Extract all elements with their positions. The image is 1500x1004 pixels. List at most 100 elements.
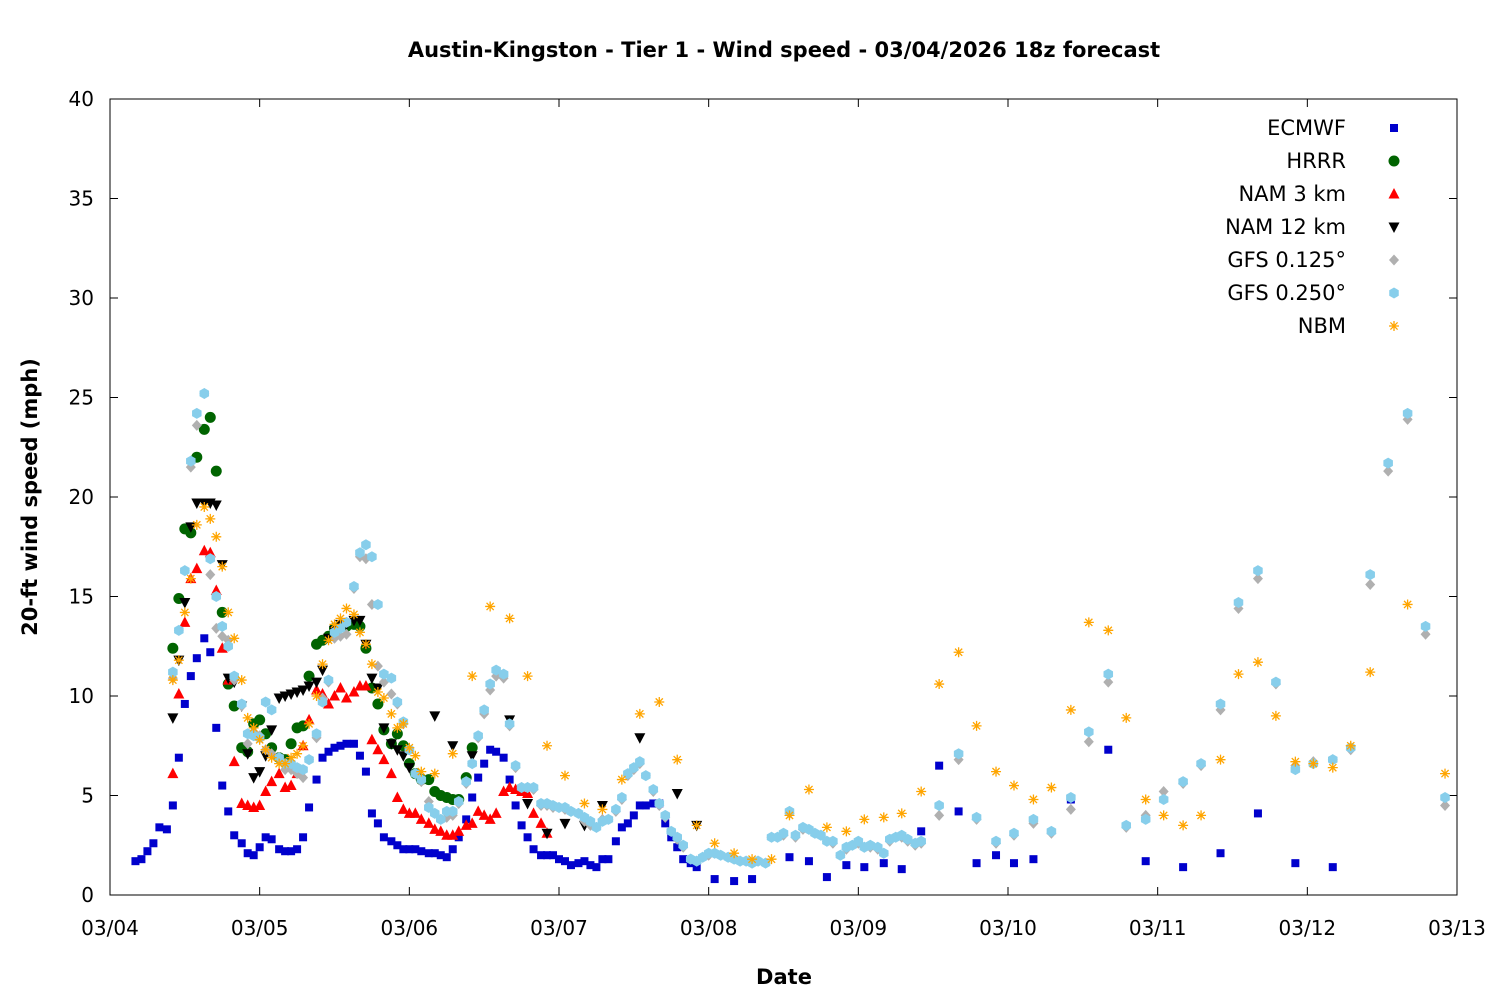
data-point: [131, 857, 140, 866]
data-point: [216, 642, 228, 653]
data-point: [453, 825, 465, 836]
data-point: [1065, 704, 1076, 715]
data-point: [560, 857, 569, 866]
data-point: [1104, 745, 1113, 754]
data-point: [1140, 813, 1151, 825]
data-point: [661, 819, 670, 828]
y-tick-label: 20: [69, 485, 94, 509]
data-point: [1046, 825, 1057, 837]
data-point: [378, 676, 389, 688]
x-tick-label: 03/05: [231, 916, 289, 940]
data-point: [304, 718, 315, 729]
data-point: [243, 849, 252, 858]
data-point: [285, 689, 297, 701]
data-point: [224, 807, 233, 816]
data-point: [280, 758, 291, 769]
data-point: [200, 634, 209, 643]
data-point: [255, 843, 264, 852]
data-point: [580, 857, 589, 866]
data-point: [1270, 710, 1281, 721]
data-point: [447, 741, 459, 752]
data-point: [447, 805, 458, 817]
data-point: [541, 828, 553, 840]
data-point: [223, 640, 233, 652]
data-point: [311, 691, 322, 701]
data-point: [954, 807, 963, 816]
data-point: [992, 851, 1001, 860]
data-point: [229, 670, 239, 682]
data-point: [179, 597, 191, 609]
data-point: [361, 539, 371, 551]
data-point: [934, 799, 944, 811]
series-2: [167, 544, 553, 840]
data-point: [192, 654, 201, 663]
data-point: [424, 849, 433, 858]
data-point: [210, 465, 222, 477]
chart-title: Austin-Kingston - Tier 1 - Wind speed - …: [408, 38, 1160, 62]
data-point: [429, 768, 440, 779]
data-point: [411, 845, 420, 854]
data-point: [185, 573, 196, 584]
data-point: [672, 754, 683, 765]
data-point: [447, 748, 458, 759]
data-point: [535, 817, 547, 828]
data-point: [236, 675, 247, 686]
data-point: [212, 723, 221, 732]
data-point: [297, 685, 309, 697]
data-point: [391, 745, 403, 756]
data-point: [303, 681, 315, 693]
data-point: [386, 708, 397, 719]
data-point: [1216, 849, 1225, 858]
data-point: [1103, 625, 1114, 636]
data-point: [447, 829, 459, 840]
data-point: [386, 688, 397, 700]
data-point: [504, 718, 515, 730]
y-tick-label: 40: [69, 87, 94, 111]
data-point: [206, 648, 215, 657]
y-tick-label: 35: [69, 187, 94, 211]
data-point: [211, 531, 222, 542]
data-point: [317, 659, 328, 670]
data-point: [691, 820, 702, 831]
data-point: [167, 713, 179, 724]
data-point: [654, 797, 665, 809]
data-point: [1440, 768, 1451, 779]
data-point: [671, 789, 683, 800]
x-tick-label: 03/12: [1279, 916, 1337, 940]
data-point: [330, 743, 339, 752]
data-point: [748, 875, 757, 884]
data-point: [461, 776, 471, 788]
data-point: [378, 692, 389, 703]
data-point: [492, 747, 501, 756]
data-point: [611, 837, 620, 846]
data-point: [373, 819, 382, 828]
plot-points: [131, 388, 1451, 886]
data-point: [266, 725, 278, 736]
data-point: [1402, 407, 1413, 419]
data-point: [654, 696, 665, 707]
data-point: [355, 547, 365, 559]
data-point: [1028, 794, 1039, 805]
data-point: [260, 785, 272, 797]
data-point: [860, 863, 869, 872]
data-point: [393, 841, 402, 850]
data-point: [505, 775, 514, 784]
data-point: [205, 569, 216, 581]
data-point: [286, 752, 297, 763]
data-point: [1215, 698, 1226, 710]
data-point: [341, 616, 352, 628]
data-point: [504, 613, 515, 624]
data-point: [1121, 712, 1132, 723]
data-point: [485, 678, 495, 690]
data-point: [1008, 780, 1019, 791]
data-point: [274, 758, 285, 769]
data-point: [641, 770, 651, 782]
data-point: [1103, 668, 1114, 680]
y-tick-label: 30: [69, 286, 94, 310]
data-point: [398, 718, 409, 729]
data-point: [1196, 810, 1207, 821]
data-point: [897, 865, 906, 874]
data-point: [410, 750, 421, 761]
data-point: [468, 793, 477, 802]
data-point: [174, 624, 184, 636]
